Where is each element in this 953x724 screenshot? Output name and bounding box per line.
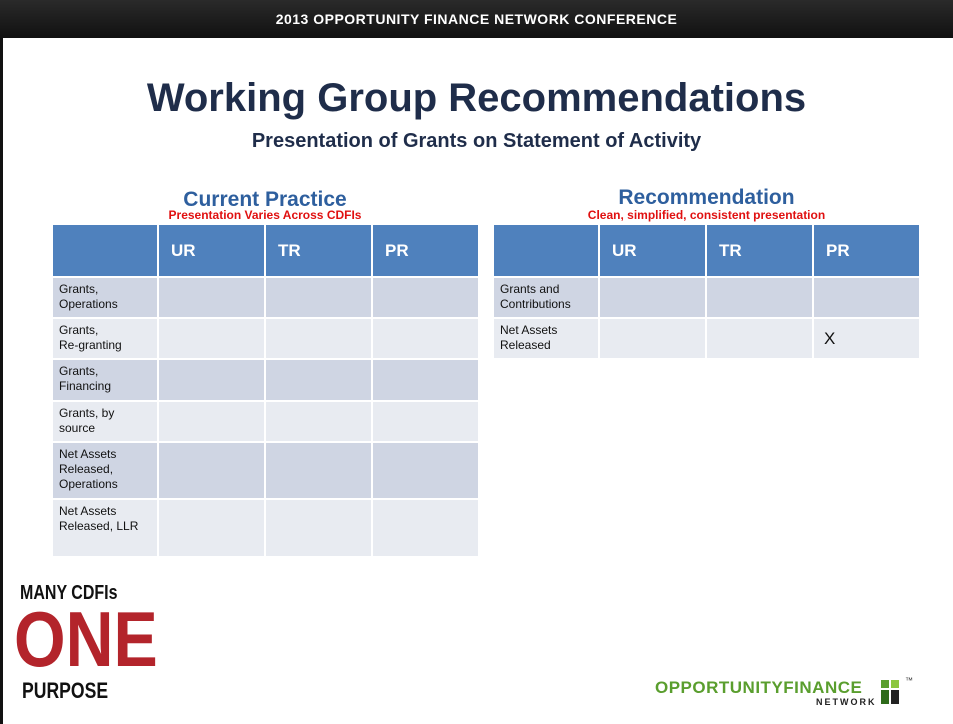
logo-text: ™ [905, 676, 913, 685]
table-cell [599, 318, 706, 359]
row-label: Net Assets Released, LLR [52, 499, 158, 557]
row-label: Grants, Operations [52, 277, 158, 318]
banner: 2013 OPPORTUNITY FINANCE NETWORK CONFERE… [0, 0, 953, 38]
logo-text: ONE [14, 595, 158, 683]
table-cell [372, 318, 479, 359]
logo-text: PURPOSE [22, 678, 109, 703]
logo-text: OPPORTUNITYFINANCE [655, 678, 863, 697]
row-label: Grants and Contributions [493, 277, 599, 318]
slide-edge [0, 38, 3, 724]
row-label: Grants, Financing [52, 359, 158, 401]
table-cell [158, 359, 265, 401]
header-cell: UR [158, 224, 265, 277]
table-cell [158, 277, 265, 318]
table-cell [265, 499, 372, 557]
table-cell [372, 401, 479, 442]
row-label: Net Assets Released, Operations [52, 442, 158, 499]
table-cell [158, 401, 265, 442]
table-cell [158, 318, 265, 359]
row-label: Grants, Re-granting [52, 318, 158, 359]
header-cell: TR [706, 224, 813, 277]
title: Working Group Recommendations [146, 76, 807, 120]
table-cell [372, 359, 479, 401]
header-cell: TR [265, 224, 372, 277]
table-cell [265, 401, 372, 442]
table-cell [372, 499, 479, 557]
row-label: Grants, by source [52, 401, 158, 442]
table-cell: X [813, 318, 920, 359]
section-heading: Recommendation [618, 186, 795, 209]
table-cell [265, 442, 372, 499]
header-cell [493, 224, 599, 277]
section-heading: Current Practice [183, 188, 347, 211]
subtitle: Presentation of Grants on Statement of A… [251, 130, 702, 152]
table-cell [706, 277, 813, 318]
table-cell [265, 318, 372, 359]
table-cell [265, 277, 372, 318]
table-cell [372, 277, 479, 318]
logo-icon [881, 678, 903, 706]
table-cell [706, 318, 813, 359]
table-cell [813, 277, 920, 318]
table-cell [158, 442, 265, 499]
header-cell: PR [813, 224, 920, 277]
table-cell [372, 442, 479, 499]
section-note: Clean, simplified, consistent presentati… [587, 208, 826, 222]
table-cell [158, 499, 265, 557]
header-cell [52, 224, 158, 277]
table-cell [599, 277, 706, 318]
logo-text: NETWORK [816, 697, 877, 707]
header-cell: PR [372, 224, 479, 277]
header-cell: UR [599, 224, 706, 277]
row-label: Net Assets Released [493, 318, 599, 359]
section-note: Presentation Varies Across CDFIs [168, 208, 362, 222]
logo-text: MANY CDFIs [20, 582, 118, 604]
table-cell [265, 359, 372, 401]
